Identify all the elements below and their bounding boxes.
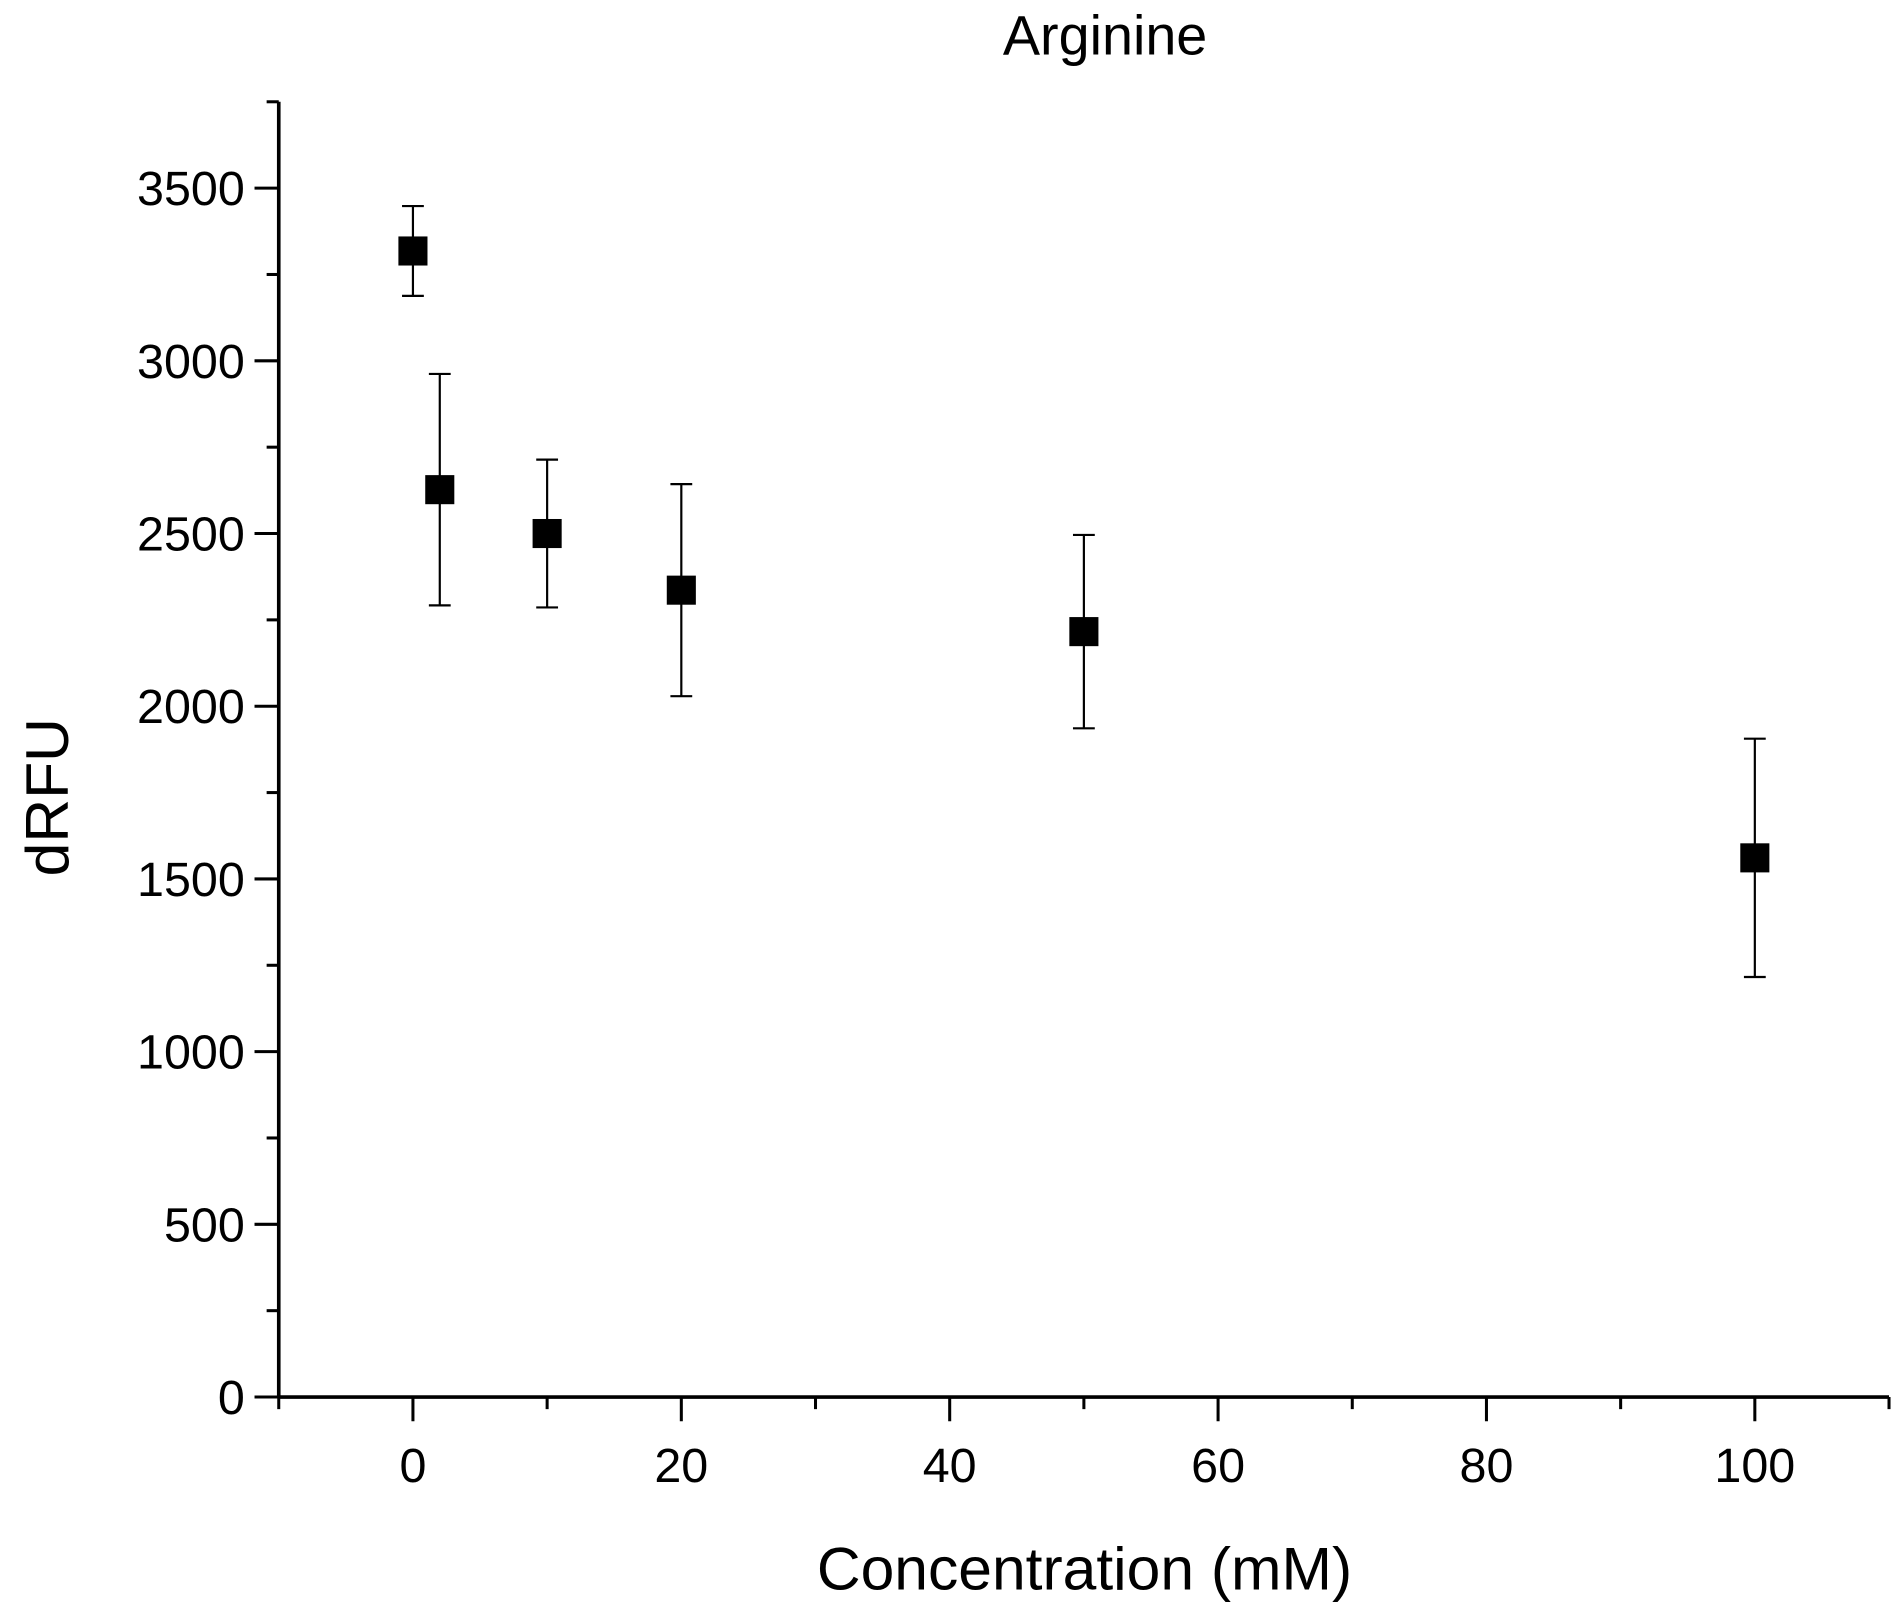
- y-axis-label: dRFU: [13, 718, 81, 876]
- y-tick-label: 500: [164, 1198, 245, 1252]
- x-axis-label: Concentration (mM): [817, 1535, 1352, 1603]
- axes: 0 500 1000 1500 2000 2500 3000 3500 0 20 40 60 80 100: [137, 100, 1891, 1493]
- data-point: [666, 575, 696, 605]
- x-tick-label: 100: [1714, 1439, 1795, 1493]
- y-tick-label: 3000: [137, 335, 245, 389]
- y-tick-label: 2500: [137, 507, 245, 561]
- data-point: [532, 518, 562, 549]
- chart-title: Arginine: [1003, 5, 1207, 67]
- x-tick-label: 60: [1191, 1439, 1245, 1493]
- y-tick-label: 2000: [137, 680, 245, 734]
- x-tick-label: 40: [923, 1439, 977, 1493]
- data-point: [425, 475, 455, 505]
- data-point-group: [1069, 533, 1099, 730]
- data-marks: [398, 204, 1770, 979]
- y-tick-label: 3500: [137, 162, 245, 216]
- y-tick-label: 1500: [137, 853, 245, 907]
- data-point-group: [666, 483, 696, 698]
- data-point-group: [425, 372, 455, 607]
- data-point: [398, 236, 428, 266]
- y-tick-label: 0: [218, 1371, 245, 1425]
- data-point: [1069, 617, 1099, 647]
- data-point-group: [1740, 737, 1770, 979]
- data-point-group: [398, 204, 428, 297]
- y-tick-label: 1000: [137, 1026, 245, 1080]
- x-tick-label: 0: [399, 1439, 426, 1493]
- x-tick-label: 80: [1460, 1439, 1514, 1493]
- data-point: [1740, 843, 1770, 873]
- x-tick-label: 20: [654, 1439, 708, 1493]
- data-point-group: [532, 458, 562, 609]
